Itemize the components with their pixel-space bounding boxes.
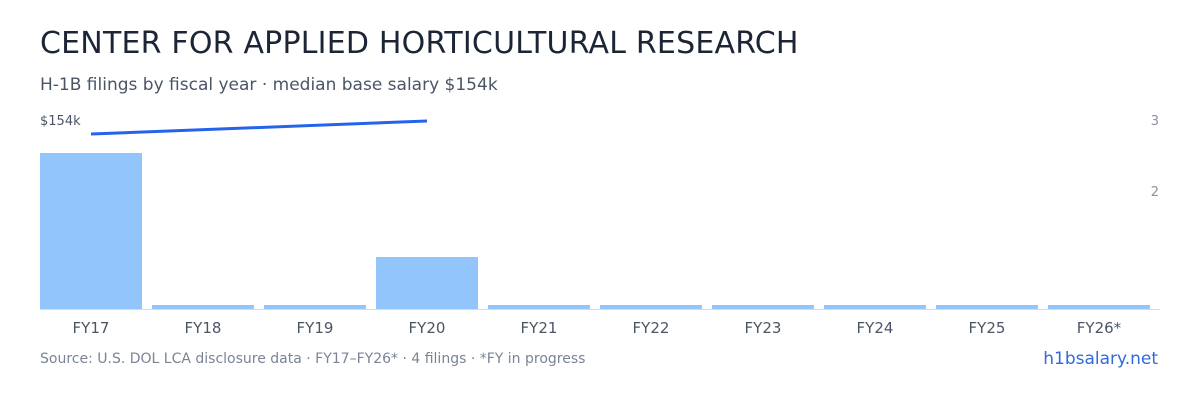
x-tick-label: FY22	[633, 319, 670, 337]
x-tick-label: FY23	[745, 319, 782, 337]
bar-fy23	[712, 305, 814, 309]
x-tick-label: FY21	[521, 319, 558, 337]
right-axis-tick: 2	[1151, 185, 1159, 200]
salary-line-label: $154k	[40, 114, 81, 129]
x-tick-label: FY20	[409, 319, 446, 337]
source-note: Source: U.S. DOL LCA disclosure data · F…	[40, 351, 586, 367]
x-tick-label: FY24	[857, 319, 894, 337]
x-tick-label: FY17	[73, 319, 110, 337]
h1b-filings-chart: FY17 FY18 FY19 FY20 FY21 FY22 FY23 FY24 FY25 FY26…	[40, 114, 1160, 337]
right-axis-tick: 3	[1151, 114, 1159, 129]
bar-fy25	[936, 305, 1038, 309]
brand-link[interactable]: h1bsalary.net	[1043, 349, 1158, 369]
x-tick-label: FY18	[185, 319, 222, 337]
chart-subtitle: H-1B filings by fiscal year · median bas…	[40, 75, 498, 95]
bar-fy18	[152, 305, 254, 309]
bar-fy19	[264, 305, 366, 309]
bar-fy24	[824, 305, 926, 309]
median-salary-line	[90, 119, 428, 136]
x-tick-label: FY25	[969, 319, 1006, 337]
x-tick-label: FY19	[297, 319, 334, 337]
bar-fy21	[488, 305, 590, 309]
bar-fy26-star	[1048, 305, 1150, 309]
x-tick-label: FY26*	[1077, 319, 1122, 337]
bar-fy17	[40, 153, 142, 309]
chart-title: CENTER FOR APPLIED HORTICULTURAL RESEARC…	[40, 26, 799, 61]
bar-fy20	[376, 257, 478, 309]
bar-fy22	[600, 305, 702, 309]
